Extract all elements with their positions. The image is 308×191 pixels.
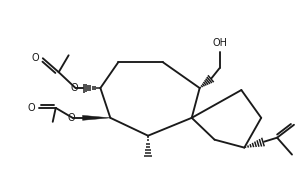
Text: O: O — [31, 53, 39, 63]
Polygon shape — [83, 115, 110, 120]
Text: OH: OH — [212, 38, 227, 48]
Text: O: O — [27, 103, 35, 113]
Text: O: O — [68, 113, 75, 123]
Text: O: O — [71, 83, 79, 93]
